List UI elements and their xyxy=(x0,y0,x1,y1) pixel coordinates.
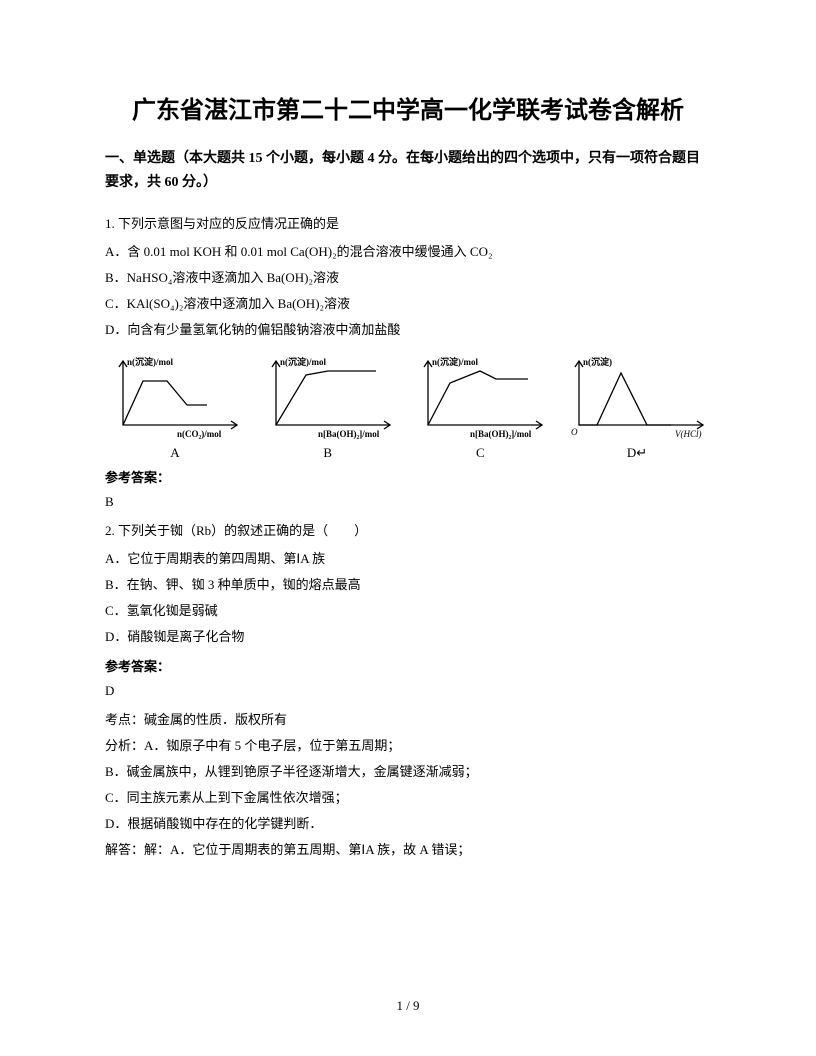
q2-option-b: B．在钠、钾、铷 3 种单质中，铷的熔点最高 xyxy=(105,572,711,598)
q1-charts: n(沉淀)/mol n(CO₂)/mol A n(沉淀)/mol n[Ba(OH… xyxy=(105,353,711,461)
page-title: 广东省湛江市第二十二中学高一化学联考试卷含解析 xyxy=(105,90,711,125)
q2-answer-label: 参考答案： xyxy=(105,656,711,675)
q1-answer: B xyxy=(105,494,711,510)
q2-option-c: C．氢氧化铷是弱碱 xyxy=(105,598,711,624)
chart-c-xlabel: n[Ba(OH)₂]/mol xyxy=(470,429,532,439)
chart-d: n(沉淀) O V(HCl) D↵ xyxy=(563,353,711,461)
page-number: 1 / 9 xyxy=(0,998,816,1014)
chart-b-ylabel: n(沉淀)/mol xyxy=(280,356,326,367)
chart-a-xlabel: n(CO₂)/mol xyxy=(177,429,222,439)
chart-b-xlabel: n[Ba(OH)₂]/mol xyxy=(318,429,380,439)
q2-answer: D xyxy=(105,683,711,699)
chart-c: n(沉淀)/mol n[Ba(OH)₂]/mol C xyxy=(410,353,550,461)
chart-c-tag: C xyxy=(476,445,485,461)
chart-d-xlabel: V(HCl) xyxy=(675,429,702,439)
q2-exp3: B．碱金属族中，从锂到铯原子半径逐渐增大，金属键逐渐减弱； xyxy=(105,759,711,785)
q1-answer-label: 参考答案： xyxy=(105,467,711,486)
chart-a: n(沉淀)/mol n(CO₂)/mol A xyxy=(105,353,245,461)
chart-c-svg: n(沉淀)/mol n[Ba(OH)₂]/mol xyxy=(410,353,550,441)
chart-b: n(沉淀)/mol n[Ba(OH)₂]/mol B xyxy=(258,353,398,461)
chart-a-svg: n(沉淀)/mol n(CO₂)/mol xyxy=(105,353,245,441)
q1-stem: 1. 下列示意图与对应的反应情况正确的是 xyxy=(105,211,711,237)
chart-a-tag: A xyxy=(170,445,179,461)
q1-option-c: C．KAl(SO₄)₂溶液中逐滴加入 Ba(OH)₂溶液 xyxy=(105,291,711,317)
q2-exp5: D．根据硝酸铷中存在的化学键判断． xyxy=(105,811,711,837)
q1-option-d: D．向含有少量氢氧化钠的偏铝酸钠溶液中滴加盐酸 xyxy=(105,317,711,343)
q2-exp4: C．同主族元素从上到下金属性依次增强； xyxy=(105,785,711,811)
chart-d-tag: D↵ xyxy=(627,445,647,461)
q2-exp1: 考点：碱金属的性质．版权所有 xyxy=(105,707,711,733)
chart-b-tag: B xyxy=(323,445,332,461)
section-header: 一、单选题（本大题共 15 个小题，每小题 4 分。在每小题给出的四个选项中，只… xyxy=(105,147,711,195)
q2-stem: 2. 下列关于铷（Rb）的叙述正确的是（ ） xyxy=(105,518,711,544)
chart-d-origin: O xyxy=(571,427,578,437)
q2-option-a: A．它位于周期表的第四周期、第ⅠA 族 xyxy=(105,546,711,572)
chart-d-ylabel: n(沉淀) xyxy=(583,356,612,367)
q2-exp2: 分析：A．铷原子中有 5 个电子层，位于第五周期； xyxy=(105,733,711,759)
chart-c-ylabel: n(沉淀)/mol xyxy=(432,356,478,367)
q2-exp6: 解答：解：A．它位于周期表的第五周期、第ⅠA 族，故 A 错误； xyxy=(105,837,711,863)
q1-option-a: A．含 0.01 mol KOH 和 0.01 mol Ca(OH)₂的混合溶液… xyxy=(105,239,711,265)
q2-option-d: D．硝酸铷是离子化合物 xyxy=(105,624,711,650)
chart-d-svg: n(沉淀) O V(HCl) xyxy=(563,353,711,441)
q1-option-b: B．NaHSO₄溶液中逐滴加入 Ba(OH)₂溶液 xyxy=(105,265,711,291)
chart-a-ylabel: n(沉淀)/mol xyxy=(127,356,173,367)
chart-b-svg: n(沉淀)/mol n[Ba(OH)₂]/mol xyxy=(258,353,398,441)
